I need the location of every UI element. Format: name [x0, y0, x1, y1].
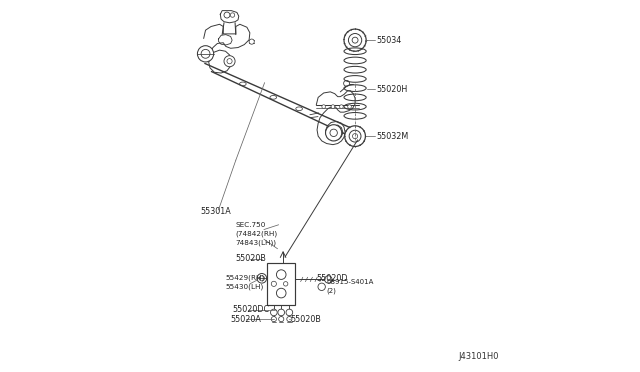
Circle shape: [276, 288, 286, 298]
Ellipse shape: [344, 66, 366, 73]
Text: J43101H0: J43101H0: [459, 352, 499, 361]
Circle shape: [348, 33, 362, 47]
Text: 55429(RH)
55430(LH): 55429(RH) 55430(LH): [226, 274, 265, 290]
Ellipse shape: [344, 57, 366, 64]
Text: 55020B: 55020B: [291, 315, 321, 324]
Ellipse shape: [344, 85, 366, 92]
Circle shape: [271, 281, 276, 286]
Ellipse shape: [344, 76, 366, 82]
Bar: [268, 263, 295, 305]
Text: 55020H: 55020H: [376, 85, 408, 94]
Circle shape: [353, 134, 358, 139]
Circle shape: [271, 317, 276, 322]
Circle shape: [249, 39, 254, 44]
Text: 55020D: 55020D: [316, 274, 348, 283]
Circle shape: [344, 29, 366, 51]
Circle shape: [326, 125, 342, 141]
Circle shape: [286, 309, 292, 316]
Circle shape: [278, 317, 284, 322]
Circle shape: [349, 130, 361, 142]
Circle shape: [257, 273, 267, 283]
Ellipse shape: [344, 103, 366, 110]
Circle shape: [348, 105, 351, 109]
Circle shape: [322, 105, 326, 109]
Circle shape: [227, 59, 232, 64]
Text: 55020B: 55020B: [236, 254, 267, 263]
Text: 55301A: 55301A: [200, 206, 231, 216]
Circle shape: [352, 37, 358, 43]
Circle shape: [331, 105, 335, 109]
Circle shape: [224, 56, 235, 67]
Circle shape: [287, 317, 292, 322]
Text: 55032M: 55032M: [376, 132, 408, 141]
Circle shape: [340, 105, 343, 109]
Ellipse shape: [344, 94, 366, 101]
Circle shape: [345, 126, 365, 147]
Circle shape: [230, 13, 235, 17]
Text: 55020DC: 55020DC: [232, 305, 269, 314]
Circle shape: [330, 129, 337, 137]
Circle shape: [344, 80, 349, 86]
Circle shape: [324, 276, 332, 283]
Circle shape: [259, 276, 264, 281]
Circle shape: [224, 12, 230, 18]
Ellipse shape: [344, 112, 366, 119]
Circle shape: [197, 46, 214, 62]
Circle shape: [284, 282, 288, 286]
Circle shape: [276, 270, 286, 279]
Circle shape: [201, 49, 210, 58]
Circle shape: [278, 309, 285, 316]
Text: 55020A: 55020A: [230, 315, 262, 324]
Circle shape: [271, 309, 277, 316]
Text: SEC.750
(74842(RH)
74843(LH)): SEC.750 (74842(RH) 74843(LH)): [235, 222, 277, 246]
Text: 08915-S401A
(2): 08915-S401A (2): [326, 279, 374, 294]
Text: 55034: 55034: [376, 36, 401, 45]
Circle shape: [318, 283, 325, 291]
